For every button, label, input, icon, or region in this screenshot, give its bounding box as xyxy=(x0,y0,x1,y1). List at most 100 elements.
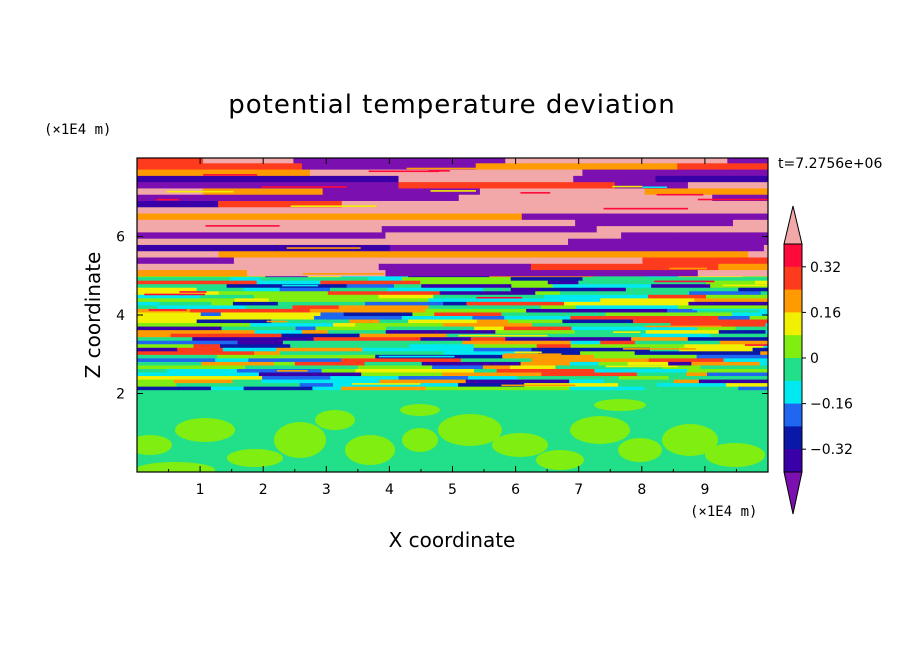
field-stripe xyxy=(442,322,534,327)
field-stripe xyxy=(277,301,367,306)
field-stripe xyxy=(640,333,712,338)
field-stripe xyxy=(412,311,436,316)
field-streak xyxy=(261,186,347,188)
field-streak xyxy=(603,207,688,210)
field-stripe xyxy=(261,378,309,384)
field-stripe xyxy=(320,311,345,316)
field-stripe xyxy=(627,361,670,366)
field-band xyxy=(458,194,572,201)
colorbar-bin xyxy=(784,380,802,405)
field-stripe xyxy=(648,357,725,362)
field-stripe xyxy=(554,297,602,302)
x-tick-label: 7 xyxy=(574,482,583,498)
field-stripe xyxy=(137,368,168,373)
field-stripe xyxy=(309,308,427,313)
field-stripe xyxy=(497,371,543,377)
field-band xyxy=(339,250,541,258)
field-band xyxy=(575,219,734,227)
field-stripe xyxy=(651,283,712,288)
field-band xyxy=(521,200,645,208)
field-stripe xyxy=(385,329,497,334)
field-band xyxy=(621,206,768,214)
field-stripe xyxy=(460,357,533,362)
field-stripe xyxy=(137,357,217,362)
field-stripe xyxy=(503,325,573,331)
field-stripe xyxy=(137,336,194,341)
field-stripe xyxy=(330,375,400,380)
field-stripe xyxy=(282,340,402,345)
field-stripe xyxy=(636,371,688,377)
field-stripe xyxy=(329,287,389,292)
field-stripe xyxy=(433,294,546,299)
field-stripe xyxy=(393,283,423,288)
field-stripe xyxy=(570,340,602,345)
field-stripe xyxy=(570,361,600,366)
field-stripe xyxy=(166,368,239,373)
field-stripe xyxy=(260,276,370,281)
field-band xyxy=(621,231,768,239)
field-stripe xyxy=(570,315,678,320)
field-stripe xyxy=(137,382,178,387)
field-stripe xyxy=(531,357,650,362)
field-band xyxy=(218,250,341,258)
field-stripe xyxy=(645,329,720,334)
field-stripe xyxy=(321,368,357,373)
field-band xyxy=(390,244,641,252)
field-stripe xyxy=(679,347,754,352)
field-band xyxy=(300,212,523,220)
field-stripe xyxy=(718,329,767,334)
field-band xyxy=(677,162,758,170)
field-stripe xyxy=(299,382,334,387)
field-stripe xyxy=(173,378,234,384)
field-stripe xyxy=(137,283,228,288)
field-stripe xyxy=(605,311,733,316)
field-stripe xyxy=(731,311,768,316)
field-band xyxy=(475,162,679,170)
y-axis: 2 4 6 xyxy=(116,230,768,403)
field-stripe xyxy=(723,357,768,362)
field-stripe xyxy=(582,276,678,281)
field-stripe xyxy=(137,354,218,359)
field-band xyxy=(233,256,408,264)
field-stripe xyxy=(432,364,484,369)
field-stripe xyxy=(294,361,366,366)
field-stripe xyxy=(378,294,435,299)
field-streak xyxy=(612,185,643,188)
field-streak xyxy=(722,284,768,287)
field-stripe xyxy=(401,315,474,320)
field-streak xyxy=(645,325,722,328)
field-stripe xyxy=(344,297,430,302)
field-stripe xyxy=(487,308,528,313)
field-stripe xyxy=(458,382,526,387)
colorbar-label: 0.32 xyxy=(810,260,841,276)
field-stripe xyxy=(281,333,361,338)
field-band xyxy=(137,244,204,252)
field-stripe xyxy=(495,329,576,334)
colorbar-label: 0 xyxy=(810,351,819,367)
field-band xyxy=(756,162,768,170)
field-band xyxy=(718,263,768,271)
field-stripe xyxy=(443,350,540,355)
field-band xyxy=(137,168,311,176)
field-stripe xyxy=(687,368,734,373)
field-streak xyxy=(156,198,179,201)
colorbar-bin xyxy=(784,312,802,336)
field-stripe xyxy=(137,290,220,295)
field-blob xyxy=(400,404,440,416)
field-blob xyxy=(492,433,548,457)
field-band xyxy=(137,175,400,183)
field-stripe xyxy=(688,301,768,306)
field-band xyxy=(573,175,657,183)
field-streak xyxy=(266,320,288,323)
field-streak xyxy=(692,308,765,311)
field-stripe xyxy=(597,287,627,292)
field-band xyxy=(137,231,387,239)
field-stripe xyxy=(477,386,571,391)
field-stripe xyxy=(738,386,768,391)
field-stripe xyxy=(647,294,707,299)
field-stripe xyxy=(271,318,351,324)
field-stripe xyxy=(462,340,572,345)
field-band xyxy=(398,181,616,189)
field-band xyxy=(137,225,383,233)
field-band xyxy=(137,212,302,220)
